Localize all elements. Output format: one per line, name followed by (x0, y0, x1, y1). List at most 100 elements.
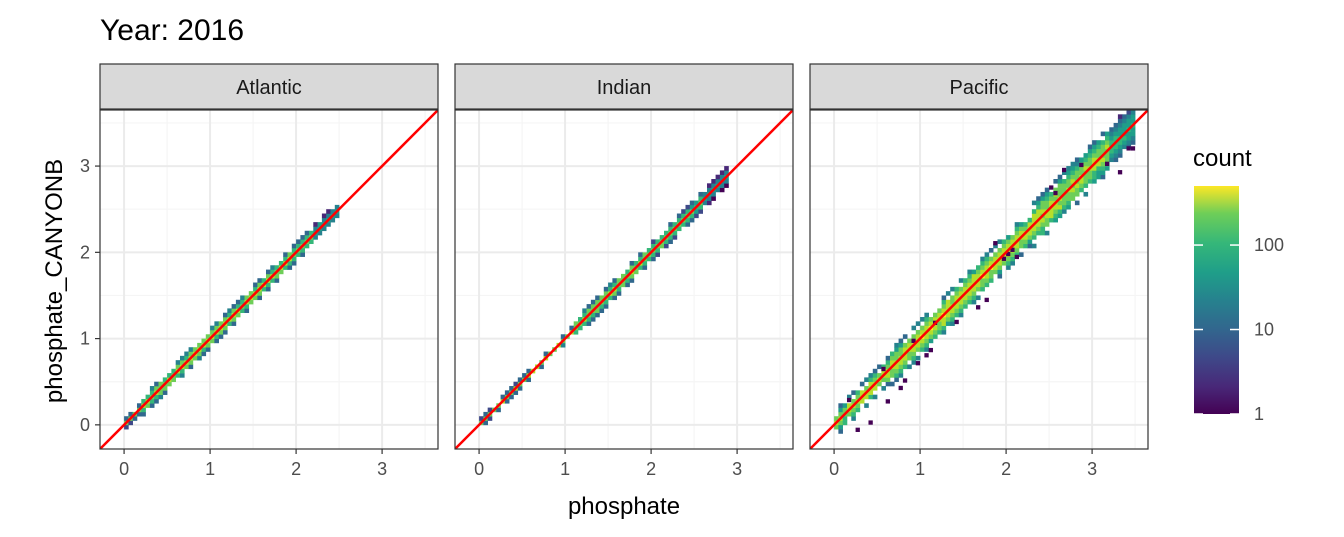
bin-cell (214, 338, 219, 344)
bin-cell (136, 403, 142, 408)
bin-cell (1092, 153, 1097, 158)
bin-cell (1014, 235, 1020, 240)
legend-label: 10 (1254, 320, 1274, 340)
bin-cell (655, 252, 660, 257)
bin-cell (971, 273, 977, 279)
bin-cell (638, 265, 643, 270)
x-tick-label: 3 (1087, 459, 1097, 479)
bin-cell (1040, 226, 1046, 232)
bin-cell (197, 355, 202, 361)
bin-cell (1031, 200, 1037, 206)
bin-cell (291, 260, 297, 266)
bin-cell (988, 273, 994, 279)
bin-cell (1113, 153, 1119, 158)
bin-cell (1117, 140, 1123, 145)
bin-cell (509, 386, 514, 391)
bin-cell (915, 329, 921, 335)
bin-cell (629, 273, 635, 279)
bin-cell (616, 291, 622, 296)
bin-cell (205, 342, 211, 348)
bin-cell (287, 265, 293, 270)
bin-cell (915, 355, 921, 361)
bin-cell (235, 299, 241, 305)
bin-cell (898, 364, 904, 370)
bin-cell (296, 252, 301, 257)
bin-cell (980, 282, 985, 288)
bin-cell (1074, 191, 1080, 197)
bin-cell (1044, 191, 1050, 197)
bin-cell (924, 347, 929, 352)
bin-cell (911, 355, 917, 361)
bin-cell (633, 269, 639, 275)
bin-cell (638, 256, 643, 262)
bin-cell (1006, 235, 1011, 240)
bin-cell (1001, 248, 1007, 253)
bin-cell (141, 411, 146, 417)
bin-cell (954, 286, 960, 292)
bin-cell (842, 407, 848, 413)
bin-cell (963, 286, 968, 292)
bin-cell (1014, 226, 1020, 232)
x-tick-label: 0 (119, 459, 129, 479)
bin-cell (1014, 254, 1019, 260)
bin-cell (928, 347, 933, 353)
bin-cell (681, 209, 686, 214)
bin-cell (941, 321, 947, 326)
bin-cell (1061, 179, 1067, 184)
bin-cell (851, 416, 856, 421)
bin-cell (1083, 183, 1089, 188)
bin-cell (145, 394, 151, 400)
bin-cell (300, 239, 305, 245)
bin-cell (586, 308, 592, 314)
legend: count 1 10 100 (1193, 145, 1284, 424)
bin-cell (1113, 157, 1119, 163)
bin-cell (1049, 217, 1054, 223)
bin-cell (950, 317, 955, 322)
bin-cell (616, 278, 622, 283)
bin-cell (1057, 213, 1063, 219)
bin-cell (655, 248, 660, 253)
bin-cell (1049, 185, 1054, 190)
bin-cell (300, 248, 305, 253)
bin-cell (719, 170, 725, 175)
bin-cell (924, 312, 929, 318)
bin-cell (603, 291, 609, 296)
bin-cell (569, 325, 574, 331)
bin-cell (308, 230, 314, 236)
bin-cell (479, 416, 484, 421)
bin-cell (1096, 140, 1101, 145)
bin-cell (1087, 161, 1093, 167)
facet-panel-pacific: Pacific (809, 63, 1149, 450)
bin-cell (872, 373, 878, 378)
bin-cell (1014, 230, 1020, 236)
bin-cell (993, 252, 998, 257)
bin-cell (188, 364, 194, 370)
bin-cell (1109, 127, 1114, 132)
bin-cell (676, 213, 682, 219)
bin-cell (317, 230, 323, 236)
bin-cell (582, 321, 587, 326)
bin-cell (1027, 217, 1033, 223)
bin-cell (1066, 191, 1071, 197)
bin-cell (907, 342, 912, 348)
x-tick-label: 1 (915, 459, 925, 479)
bin-cell (698, 204, 703, 210)
bin-cell (937, 325, 942, 331)
bin-cell (291, 248, 297, 253)
bin-cell (663, 243, 669, 249)
facet-strip (809, 63, 1149, 110)
bin-cell (855, 427, 860, 432)
bin-cell (1083, 153, 1089, 158)
bin-cell (1070, 174, 1076, 180)
bin-cell (941, 325, 947, 331)
bin-cell (1079, 170, 1084, 175)
bin-cell (975, 305, 981, 310)
bin-cell (1061, 183, 1067, 188)
bin-cell (1079, 187, 1084, 193)
bin-cell (1100, 131, 1106, 137)
bin-cell (997, 239, 1003, 245)
bin-cell (838, 411, 843, 417)
bin-cell (629, 260, 635, 266)
bin-cell (646, 248, 652, 253)
bin-cell (915, 361, 921, 366)
